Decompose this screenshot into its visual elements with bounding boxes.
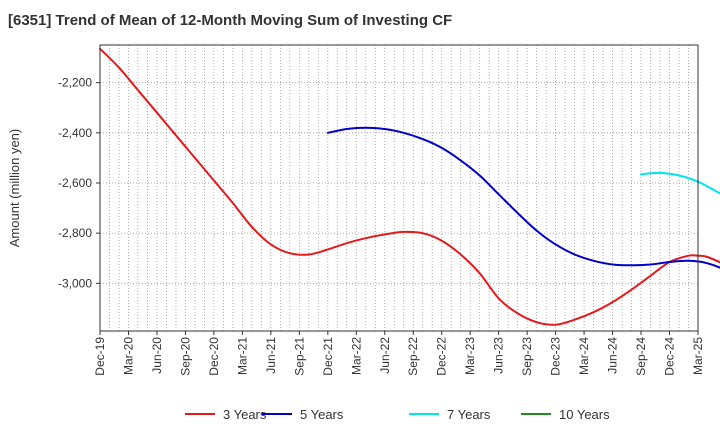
grid bbox=[100, 45, 698, 331]
x-tick-label: Jun-24 bbox=[606, 337, 620, 374]
legend: 3 Years 5 Years 7 Years 10 Years bbox=[185, 407, 610, 422]
x-tick-label: Jun-21 bbox=[264, 337, 278, 374]
y-axis-ticks: -2,200 -2,400 -2,600 -2,800 -3,000 bbox=[58, 76, 100, 290]
x-tick-label: Sep-22 bbox=[406, 337, 420, 376]
y-tick-label: -2,200 bbox=[58, 76, 92, 90]
x-axis-ticks: Dec-19 Mar-20 Jun-20 Sep-20 Dec-20 Mar-21 Jun-… bbox=[93, 331, 705, 376]
y-tick-label: -3,000 bbox=[58, 276, 92, 290]
x-tick-label: Sep-20 bbox=[178, 337, 192, 376]
x-tick-label: Dec-24 bbox=[663, 337, 677, 376]
x-tick-label: Mar-25 bbox=[691, 337, 705, 375]
y-axis-title: Amount (million yen) bbox=[7, 129, 22, 248]
x-tick-label: Dec-20 bbox=[207, 337, 221, 376]
x-tick-label: Dec-21 bbox=[321, 337, 335, 376]
series-line-7-years bbox=[640, 171, 720, 195]
legend-label-3-years: 3 Years bbox=[223, 407, 267, 422]
legend-label-7-years: 7 Years bbox=[447, 407, 491, 422]
x-tick-label: Mar-20 bbox=[121, 337, 135, 375]
chart-title: [6351] Trend of Mean of 12-Month Moving … bbox=[8, 12, 453, 29]
legend-label-5-years: 5 Years bbox=[300, 407, 344, 422]
x-tick-label: Mar-22 bbox=[349, 337, 363, 375]
x-tick-label: Mar-24 bbox=[577, 337, 591, 375]
x-tick-label: Mar-21 bbox=[235, 337, 249, 375]
y-tick-label: -2,800 bbox=[58, 226, 92, 240]
plot-frame bbox=[99, 44, 699, 332]
x-tick-label: Sep-24 bbox=[634, 337, 648, 376]
x-tick-label: Sep-21 bbox=[292, 337, 306, 376]
x-tick-label: Dec-19 bbox=[93, 337, 107, 376]
y-tick-label: -2,600 bbox=[58, 176, 92, 190]
x-tick-label: Jun-22 bbox=[378, 337, 392, 374]
x-tick-label: Dec-22 bbox=[435, 337, 449, 376]
legend-label-10-years: 10 Years bbox=[559, 407, 610, 422]
x-tick-label: Dec-23 bbox=[549, 337, 563, 376]
x-tick-label: Jun-23 bbox=[492, 337, 506, 374]
x-tick-label: Mar-23 bbox=[463, 337, 477, 375]
series-line-5-years bbox=[326, 126, 720, 269]
x-tick-label: Sep-23 bbox=[520, 337, 534, 376]
y-tick-label: -2,400 bbox=[58, 126, 92, 140]
x-tick-label: Jun-20 bbox=[150, 337, 164, 374]
